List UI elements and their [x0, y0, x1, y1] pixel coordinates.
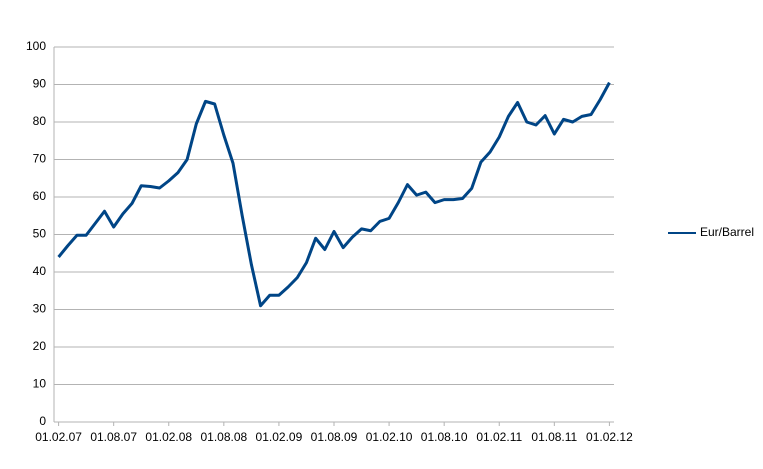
y-tick-label: 80 — [33, 114, 47, 128]
y-tick-label: 90 — [33, 77, 47, 91]
y-tick-label: 10 — [33, 377, 47, 391]
x-tick-label: 01.08.08 — [200, 430, 247, 444]
y-tick-label: 40 — [33, 264, 47, 278]
y-tick-label: 100 — [26, 39, 46, 53]
y-tick-label: 20 — [33, 339, 47, 353]
x-tick-label: 01.02.10 — [366, 430, 413, 444]
x-tick-label: 01.08.11 — [531, 430, 577, 444]
legend-label: Eur/Barrel — [700, 225, 754, 239]
y-tick-label: 30 — [33, 302, 47, 316]
x-tick-label: 01.02.12 — [586, 430, 633, 444]
y-tick-label: 70 — [33, 152, 47, 166]
x-tick-label: 01.02.11 — [476, 430, 522, 444]
x-tick-label: 01.02.08 — [145, 430, 192, 444]
x-tick-label: 01.02.07 — [35, 430, 82, 444]
x-tick-label: 01.08.07 — [90, 430, 137, 444]
y-tick-label: 0 — [39, 414, 46, 428]
y-tick-label: 50 — [33, 227, 47, 241]
x-tick-label: 01.08.10 — [421, 430, 468, 444]
y-tick-label: 60 — [33, 189, 47, 203]
x-tick-label: 01.02.09 — [256, 430, 303, 444]
x-tick-label: 01.08.09 — [311, 430, 358, 444]
data-line — [57, 81, 611, 308]
